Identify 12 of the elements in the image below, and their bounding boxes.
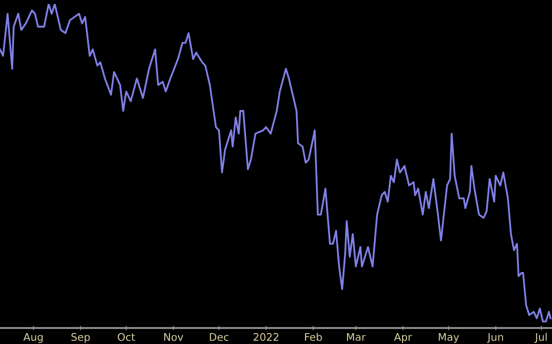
x-tick-label: Oct (118, 333, 135, 341)
x-tick-label: Jul (534, 332, 547, 343)
x-tick-label: Dec (210, 333, 228, 341)
x-tick-label: Sep (71, 333, 90, 343)
x-tick-label: Mar (347, 333, 366, 341)
x-tick-label: Jun (487, 333, 503, 343)
x-tick-label: Nov (164, 333, 184, 341)
x-tick-label: Aug (23, 333, 43, 343)
x-tick-label: Apr (394, 333, 412, 343)
x-tick-label: Feb (305, 332, 322, 341)
x-tick-label: May (438, 333, 460, 343)
x-tick-label: 2022 (254, 333, 278, 341)
